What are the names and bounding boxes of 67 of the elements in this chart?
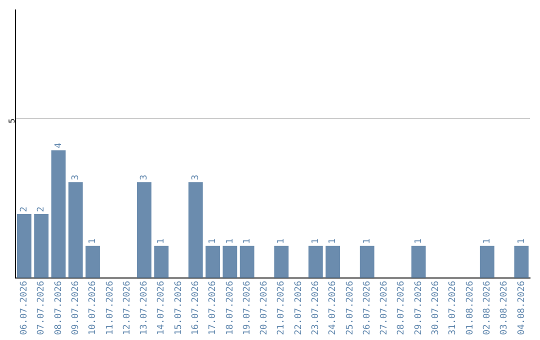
bar	[480, 246, 494, 278]
x-tick-label: 16.07.2026	[190, 280, 201, 336]
x-tick-label: 02.08.2026	[482, 280, 492, 336]
x-tick-label: 19.07.2026	[242, 280, 252, 336]
x-tick-label: 10.07.2026	[88, 280, 98, 336]
bar	[86, 246, 100, 278]
x-tick-label: 29.07.2026	[414, 280, 424, 336]
x-tick-label: 30.07.2026	[431, 280, 442, 336]
x-tick-label: 25.07.2026	[345, 280, 356, 336]
bar	[326, 246, 340, 278]
bar	[411, 246, 426, 278]
bar	[34, 214, 49, 278]
x-tick-label: 01.08.2026	[465, 280, 476, 336]
data-label: 3	[190, 174, 201, 180]
bar	[360, 246, 374, 278]
x-tick-label: 22.07.2026	[294, 280, 304, 336]
x-tick-label: 24.07.2026	[328, 280, 338, 336]
bar	[154, 246, 169, 278]
bar	[514, 246, 529, 278]
bar	[16, 214, 32, 278]
data-label: 4	[54, 142, 64, 148]
x-tick-label: 15.07.2026	[174, 280, 184, 336]
x-tick-label: 03.08.2026	[500, 280, 510, 336]
bar	[222, 246, 238, 278]
x-tick-label: 17.07.2026	[208, 280, 218, 336]
x-tick-label: 18.07.2026	[225, 280, 236, 336]
x-tick-label: 20.07.2026	[260, 280, 270, 336]
data-label: 1	[482, 238, 492, 244]
x-tick-label: 11.07.2026	[105, 280, 116, 336]
x-tick-label: 27.07.2026	[380, 280, 390, 336]
data-label: 1	[225, 238, 236, 244]
data-label: 1	[414, 238, 424, 244]
data-label: 1	[242, 238, 252, 244]
data-label: 3	[140, 174, 150, 180]
data-label: 3	[70, 174, 81, 180]
x-tick-label: 07.07.2026	[36, 280, 47, 336]
data-label: 1	[516, 238, 527, 244]
data-label: 2	[36, 206, 47, 212]
data-label: 1	[362, 238, 372, 244]
x-tick-label: 12.07.2026	[122, 280, 132, 336]
x-tick-label: 14.07.2026	[156, 280, 167, 336]
x-tick-label: 04.08.2026	[516, 280, 527, 336]
bar	[137, 182, 152, 278]
data-label: 1	[311, 238, 322, 244]
data-label: 1	[328, 238, 338, 244]
x-tick-label: 23.07.2026	[311, 280, 322, 336]
bar	[240, 246, 254, 278]
x-tick-label: 09.07.2026	[70, 280, 81, 336]
data-label: 2	[20, 206, 30, 212]
y-tick-label: 5	[8, 118, 17, 124]
data-label: 1	[156, 238, 167, 244]
data-label: 1	[88, 238, 98, 244]
bar	[308, 246, 323, 278]
x-tick-label: 21.07.2026	[276, 280, 287, 336]
x-tick-label: 06.07.2026	[20, 280, 30, 336]
data-label: 1	[276, 238, 287, 244]
bar	[274, 246, 289, 278]
bar	[188, 182, 203, 278]
data-label: 1	[208, 238, 218, 244]
bar	[206, 246, 220, 278]
x-tick-label: 13.07.2026	[140, 280, 150, 336]
x-tick-label: 26.07.2026	[362, 280, 372, 336]
bar	[51, 150, 66, 278]
x-tick-label: 28.07.2026	[396, 280, 407, 336]
bar	[68, 182, 83, 278]
x-tick-label: 08.07.2026	[54, 280, 64, 336]
x-tick-label: 31.07.2026	[448, 280, 458, 336]
